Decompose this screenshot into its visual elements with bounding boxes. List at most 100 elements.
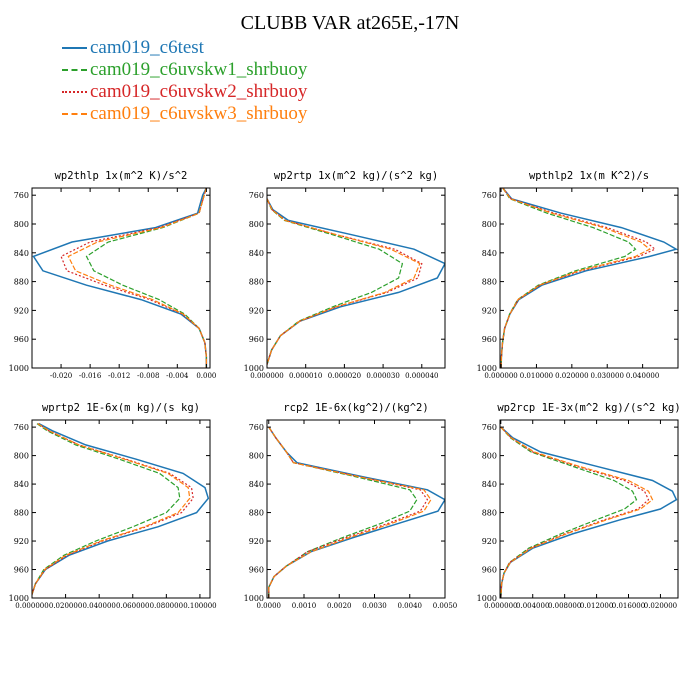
legend-line-uvskw3 bbox=[62, 113, 87, 115]
series-line-2 bbox=[32, 423, 181, 595]
panel-frame bbox=[266, 187, 446, 369]
legend-line-uvskw1 bbox=[62, 69, 87, 71]
y-tick-label: 880 bbox=[14, 509, 29, 518]
y-tick-label: 960 bbox=[482, 335, 497, 344]
y-tick-label: 760 bbox=[249, 423, 264, 432]
y-tick-label: 800 bbox=[482, 452, 497, 461]
x-tick-label: 0.060000 bbox=[116, 602, 149, 610]
y-tick-label: 880 bbox=[249, 278, 264, 287]
y-tick-label: 960 bbox=[249, 335, 264, 344]
series-line-2 bbox=[268, 426, 418, 598]
panel-frame bbox=[31, 187, 211, 369]
x-tick-label: 0.016000 bbox=[612, 602, 645, 610]
y-tick-label: 840 bbox=[482, 480, 497, 489]
y-tick-label: 920 bbox=[14, 306, 29, 315]
y-tick-label: 1000 bbox=[244, 594, 264, 603]
y-tick-label: 960 bbox=[249, 566, 264, 575]
y-tick-label: 1000 bbox=[477, 594, 497, 603]
y-tick-label: 840 bbox=[14, 249, 29, 258]
panel-frame bbox=[31, 419, 211, 599]
series-line-4 bbox=[500, 188, 651, 368]
panel-title: rcp2 1E-6x(kg^2)/(kg^2) bbox=[283, 402, 428, 414]
y-tick-label: 960 bbox=[14, 335, 29, 344]
y-tick-label: 800 bbox=[249, 452, 264, 461]
y-tick-label: 800 bbox=[14, 452, 29, 461]
chart-panel-4: wprtp2 1E-6x(m kg)/(s kg) 760 800 840 880 920… bbox=[9, 402, 217, 610]
y-tick-label: 960 bbox=[14, 566, 29, 575]
panel-frame bbox=[266, 419, 446, 599]
panel-frame bbox=[499, 187, 679, 369]
panel-title: wp2rcp 1E-3x(m^2 kg)/(s^2 kg) bbox=[497, 402, 680, 414]
y-tick-label: 920 bbox=[249, 306, 264, 315]
series-line-3 bbox=[267, 198, 423, 365]
x-tick-label: 0.010000 bbox=[520, 372, 553, 380]
chart-panel-1: wp2thlp 1x(m^2 K)/s^2 760 800 840 880 920 960 1… bbox=[9, 170, 217, 380]
series-line-3 bbox=[500, 426, 650, 598]
legend-label-c6test: cam019_c6test bbox=[90, 37, 204, 58]
y-tick-label: 800 bbox=[482, 220, 497, 229]
x-tick-label: 0.000020 bbox=[328, 372, 361, 380]
x-tick-label: 0.000040 bbox=[405, 372, 438, 380]
series-line-1 bbox=[32, 188, 208, 368]
legend-line-uvskw2 bbox=[62, 91, 87, 93]
y-tick-label: 1000 bbox=[9, 594, 29, 603]
x-tick-label: 0.008000 bbox=[548, 602, 581, 610]
x-tick-label: 0.020000 bbox=[49, 602, 82, 610]
series-line-4 bbox=[500, 426, 654, 598]
x-tick-label: 0.080000 bbox=[150, 602, 183, 610]
x-tick-label: 0.0030 bbox=[362, 602, 387, 610]
y-tick-label: 880 bbox=[482, 278, 497, 287]
y-tick-label: 920 bbox=[14, 537, 29, 546]
x-tick-label: 0.040000 bbox=[82, 602, 115, 610]
panel-title: wpthlp2 1x(m K^2)/s bbox=[529, 170, 649, 182]
legend-line-c6test bbox=[62, 47, 87, 49]
series-line-4 bbox=[268, 426, 432, 598]
x-tick-label: 0.0000 bbox=[257, 602, 282, 610]
y-tick-label: 800 bbox=[14, 220, 29, 229]
y-tick-label: 1000 bbox=[244, 364, 264, 373]
series-line-1 bbox=[32, 422, 210, 595]
x-tick-label: 0.004000 bbox=[516, 602, 549, 610]
series-line-3 bbox=[500, 188, 657, 368]
series-line-3 bbox=[60, 188, 207, 368]
y-tick-label: 840 bbox=[249, 249, 264, 258]
legend-label-uvskw1: cam019_c6uvskw1_shrbuoy bbox=[90, 59, 308, 80]
x-tick-label: 0.0040 bbox=[398, 602, 423, 610]
x-tick-label: 0.0020 bbox=[327, 602, 352, 610]
series-line-2 bbox=[500, 426, 638, 598]
y-tick-label: 1000 bbox=[477, 364, 497, 373]
y-tick-label: 920 bbox=[482, 537, 497, 546]
chart-panel-6: wp2rcp 1E-3x(m^2 kg)/(s^2 kg)760 800 840 88… bbox=[477, 402, 681, 610]
x-tick-label: 0.040000 bbox=[626, 372, 659, 380]
x-tick-label: -0.004 bbox=[166, 372, 189, 380]
panel-title: wprtp2 1E-6x(m kg)/(s kg) bbox=[42, 402, 200, 414]
series-line-3 bbox=[32, 423, 194, 595]
series-line-1 bbox=[500, 426, 678, 598]
series-line-4 bbox=[67, 188, 207, 368]
y-tick-label: 760 bbox=[482, 423, 497, 432]
y-tick-label: 920 bbox=[482, 306, 497, 315]
x-tick-label: -0.012 bbox=[108, 372, 130, 380]
panel-title: wp2thlp 1x(m^2 K)/s^2 bbox=[55, 170, 188, 182]
y-tick-label: 760 bbox=[249, 191, 264, 200]
chart-panel-2: wp2rtp 1x(m^2 kg)/(s^2 kg) 760 800 840 880 92… bbox=[244, 170, 446, 380]
x-tick-label: 0.012000 bbox=[580, 602, 613, 610]
y-tick-label: 760 bbox=[14, 423, 29, 432]
x-tick-label: 0.000010 bbox=[289, 372, 322, 380]
x-tick-label: -0.008 bbox=[137, 372, 159, 380]
chart-panel-3: wpthlp2 1x(m K^2)/s 760 800 840 880 920 960 100… bbox=[477, 170, 679, 380]
x-tick-label: -0.020 bbox=[50, 372, 72, 380]
figure-title: CLUBB VAR at265E,-17N bbox=[240, 12, 460, 34]
y-tick-label: 760 bbox=[482, 191, 497, 200]
x-tick-label: 0.000000 bbox=[15, 602, 48, 610]
x-tick-label: 0.0050 bbox=[433, 602, 458, 610]
y-tick-label: 880 bbox=[14, 278, 29, 287]
x-tick-label: 0.100000 bbox=[183, 602, 216, 610]
series-line-3 bbox=[268, 426, 429, 598]
legend-label-uvskw3: cam019_c6uvskw3_shrbuoy bbox=[90, 103, 308, 124]
panel-frame bbox=[499, 419, 679, 599]
x-tick-label: 0.000000 bbox=[484, 602, 517, 610]
x-tick-label: 0.020000 bbox=[644, 602, 677, 610]
y-tick-label: 880 bbox=[482, 509, 497, 518]
